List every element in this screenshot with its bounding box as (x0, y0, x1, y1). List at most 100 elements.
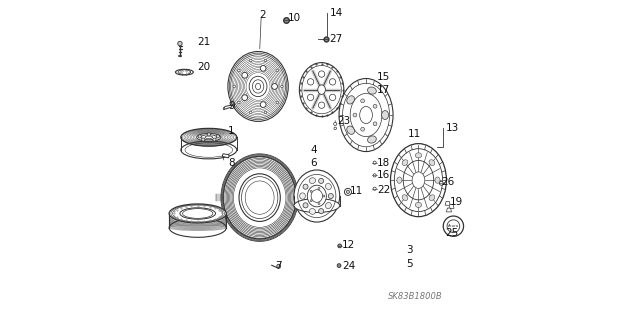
Circle shape (338, 244, 342, 248)
Ellipse shape (367, 136, 376, 143)
Text: 25: 25 (445, 227, 459, 238)
Circle shape (373, 104, 377, 108)
Text: 7: 7 (276, 261, 282, 271)
Ellipse shape (169, 218, 227, 237)
Ellipse shape (309, 209, 316, 214)
Text: SK83B1800B: SK83B1800B (388, 292, 443, 301)
Circle shape (233, 85, 236, 88)
Text: 17: 17 (377, 85, 390, 95)
Ellipse shape (415, 153, 422, 158)
Text: 20: 20 (198, 63, 211, 72)
Ellipse shape (347, 126, 355, 134)
Circle shape (310, 200, 312, 202)
Circle shape (237, 101, 240, 104)
Circle shape (250, 111, 252, 114)
Text: 1: 1 (228, 126, 234, 136)
Circle shape (373, 187, 376, 190)
Text: 8: 8 (228, 158, 234, 168)
Ellipse shape (397, 177, 402, 183)
Ellipse shape (175, 69, 193, 75)
Circle shape (303, 203, 308, 208)
Text: 22: 22 (377, 185, 390, 195)
Circle shape (213, 138, 216, 141)
Circle shape (319, 209, 324, 214)
Circle shape (333, 122, 337, 125)
Text: 13: 13 (445, 123, 459, 133)
Text: 6: 6 (310, 158, 317, 168)
Circle shape (346, 190, 349, 194)
Text: 27: 27 (330, 34, 343, 44)
Text: 24: 24 (342, 261, 355, 271)
Circle shape (373, 174, 376, 177)
Ellipse shape (309, 178, 316, 183)
Circle shape (373, 122, 377, 126)
Ellipse shape (180, 208, 216, 219)
Ellipse shape (223, 156, 296, 239)
Ellipse shape (196, 133, 221, 141)
Ellipse shape (318, 85, 325, 94)
Circle shape (242, 95, 248, 100)
Circle shape (276, 69, 278, 72)
Circle shape (242, 72, 248, 78)
Ellipse shape (249, 76, 267, 97)
Polygon shape (223, 105, 232, 110)
Ellipse shape (239, 174, 280, 221)
Ellipse shape (325, 203, 332, 209)
Ellipse shape (429, 195, 435, 201)
Ellipse shape (381, 111, 388, 120)
Ellipse shape (402, 160, 408, 166)
Polygon shape (447, 208, 451, 212)
Ellipse shape (300, 63, 344, 117)
Text: 21: 21 (198, 37, 211, 47)
Text: 23: 23 (337, 116, 351, 126)
Circle shape (260, 102, 266, 108)
Text: 10: 10 (287, 13, 301, 23)
Text: 15: 15 (377, 72, 390, 82)
Ellipse shape (415, 202, 422, 207)
Text: 2: 2 (260, 10, 266, 20)
Circle shape (323, 195, 324, 197)
Text: 16: 16 (377, 170, 390, 180)
Circle shape (202, 138, 205, 141)
Text: 9: 9 (228, 100, 234, 110)
Circle shape (353, 113, 357, 117)
Circle shape (319, 71, 324, 77)
Ellipse shape (347, 96, 355, 104)
Circle shape (310, 190, 312, 192)
Circle shape (178, 41, 182, 46)
Circle shape (260, 65, 266, 71)
Text: 12: 12 (342, 240, 355, 250)
Text: 4: 4 (310, 145, 317, 155)
Circle shape (330, 79, 336, 85)
Text: 5: 5 (406, 259, 412, 269)
Ellipse shape (367, 87, 376, 94)
Circle shape (361, 127, 365, 131)
Ellipse shape (350, 93, 382, 137)
Circle shape (280, 85, 283, 88)
Circle shape (361, 99, 365, 103)
Circle shape (319, 178, 324, 183)
Ellipse shape (294, 198, 340, 212)
Circle shape (207, 133, 211, 136)
Circle shape (334, 127, 337, 130)
Text: 26: 26 (442, 177, 454, 187)
Circle shape (373, 161, 376, 164)
Text: 3: 3 (406, 245, 412, 255)
Polygon shape (449, 204, 454, 208)
Circle shape (277, 264, 280, 268)
Ellipse shape (403, 160, 434, 200)
Circle shape (272, 84, 278, 89)
Circle shape (303, 184, 308, 189)
Text: 18: 18 (377, 158, 390, 168)
Polygon shape (445, 201, 450, 205)
Ellipse shape (339, 78, 393, 152)
Circle shape (307, 94, 314, 100)
Circle shape (250, 59, 252, 62)
Ellipse shape (300, 193, 305, 199)
Text: 11: 11 (350, 186, 364, 196)
Text: Acura: Acura (448, 224, 459, 228)
Circle shape (344, 189, 351, 196)
Ellipse shape (444, 216, 463, 236)
Circle shape (328, 194, 333, 198)
Ellipse shape (294, 170, 340, 222)
